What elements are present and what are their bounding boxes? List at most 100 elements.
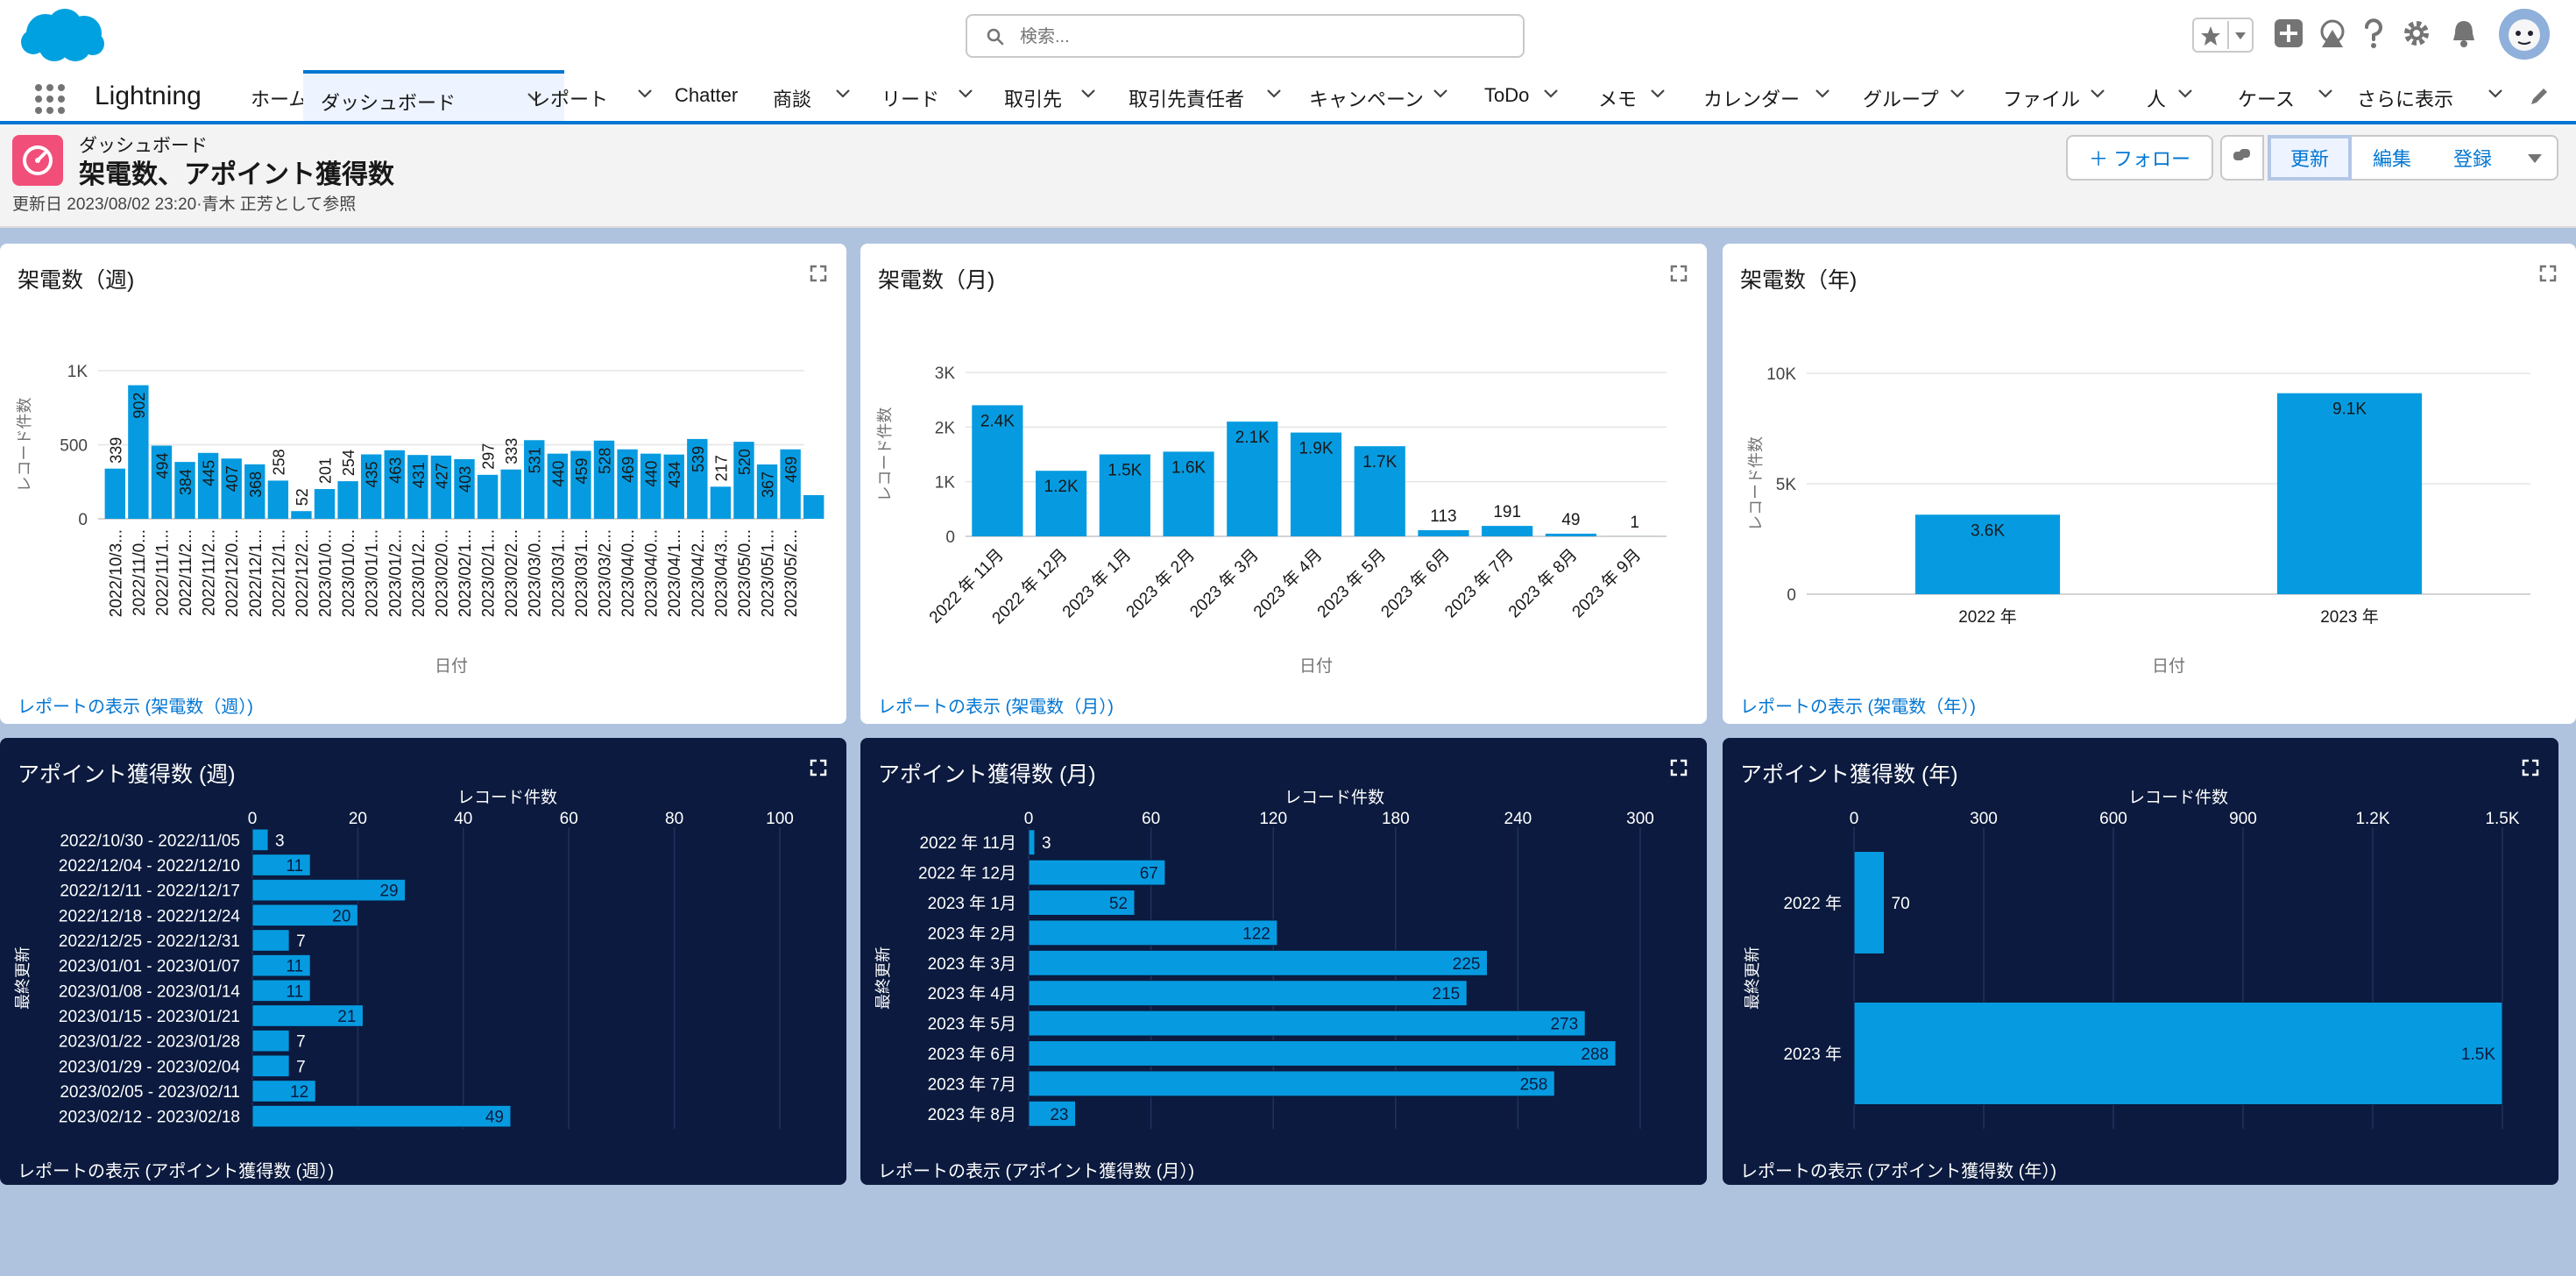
nav-tab[interactable]: さらに表示 — [2357, 70, 2516, 121]
data-label: 70 — [1892, 895, 1910, 913]
chevron-down-icon[interactable] — [957, 88, 974, 100]
trailhead-icon[interactable] — [2315, 18, 2350, 49]
chevron-down-icon[interactable] — [2234, 32, 2247, 40]
nav-tab[interactable]: ケース — [2238, 70, 2346, 121]
chevron-down-icon[interactable] — [1814, 88, 1831, 100]
nav-tab[interactable]: 商談 — [773, 70, 864, 121]
nav-tab-label: ダッシュボード — [321, 92, 456, 114]
data-label: 9.1K — [2332, 401, 2367, 419]
nav-tab[interactable]: ファイル — [2003, 70, 2119, 121]
nav-tab[interactable]: ダッシュボード — [303, 70, 564, 121]
data-label: 2.4K — [980, 412, 1015, 430]
x-tick-label: 0 — [1850, 810, 1859, 828]
setup-gear-icon[interactable] — [2401, 18, 2432, 49]
expand-icon[interactable] — [1670, 759, 1688, 776]
y-axis-title: 最終更新 — [1744, 946, 1761, 1010]
favorites-button-group[interactable] — [2192, 18, 2254, 53]
data-label: 3.6K — [1971, 521, 2005, 540]
chevron-down-icon[interactable] — [834, 88, 852, 100]
more-actions-button[interactable] — [2513, 135, 2558, 181]
nav-tab[interactable]: 人 — [2147, 70, 2206, 121]
favorites-star-icon[interactable] — [2199, 25, 2222, 47]
nav-tab[interactable]: Chatter — [675, 70, 783, 121]
data-label: 333 — [503, 438, 520, 464]
chevron-down-icon[interactable] — [1079, 88, 1097, 100]
bar — [360, 454, 382, 519]
global-add-icon[interactable] — [2273, 18, 2304, 49]
x-tick-label: 2023/03/2... — [596, 529, 614, 617]
x-tick-label: 2022/10/3... — [107, 529, 125, 617]
nav-tab[interactable]: レポート — [531, 70, 666, 121]
x-tick-label: 2022/12/1... — [247, 529, 265, 617]
nav-tab[interactable]: 取引先 — [1004, 70, 1109, 121]
chevron-down-icon[interactable] — [526, 91, 543, 103]
view-report-link[interactable]: レポートの表示 (アポイント獲得数 (月）) — [878, 1162, 1195, 1181]
edit-button[interactable]: 編集 — [2352, 135, 2434, 181]
salesforce-logo[interactable] — [19, 5, 105, 65]
chevron-down-icon[interactable] — [2089, 88, 2106, 100]
chevron-down-icon[interactable] — [2176, 88, 2194, 100]
collaborate-button[interactable] — [2220, 135, 2264, 181]
bar — [1028, 890, 1136, 916]
bar — [1028, 1040, 1617, 1067]
x-tick-label: 2023/02/0... — [433, 529, 451, 617]
expand-icon[interactable] — [810, 265, 827, 282]
app-navigation: Lightning ホーム ダッシュボード レポート Chatter 商談 リード 取引先 取… — [0, 70, 2576, 124]
chevron-down-icon[interactable] — [2487, 88, 2504, 100]
chevron-down-icon[interactable] — [1265, 88, 1283, 100]
expand-icon[interactable] — [2539, 265, 2557, 282]
bar — [128, 385, 149, 519]
x-axis-title: レコード件数 — [1284, 788, 1384, 807]
nav-tab[interactable]: グループ — [1863, 70, 1978, 121]
x-tick-label: 2023/02/1... — [456, 529, 475, 617]
x-tick-label: 2023/01/2... — [410, 529, 428, 617]
edit-nav-pencil-icon[interactable] — [2529, 86, 2550, 107]
expand-icon[interactable] — [2522, 759, 2539, 776]
nav-tab[interactable]: ToDo — [1484, 70, 1572, 121]
chevron-down-icon[interactable] — [1542, 88, 1560, 100]
bar — [221, 458, 242, 519]
chevron-down-icon[interactable] — [1432, 88, 1449, 100]
search-input[interactable] — [1018, 23, 1512, 51]
view-report-link[interactable]: レポートの表示 (架電数（年）) — [1740, 698, 1976, 717]
follow-button[interactable]: ＋ フォロー — [2066, 135, 2213, 181]
subscribe-button[interactable]: 登録 — [2432, 135, 2515, 181]
y-tick-label: 0 — [945, 528, 955, 547]
nav-tab-label: ファイル — [2003, 89, 2081, 110]
data-label: 113 — [1430, 507, 1456, 526]
x-tick-label: 2023/01/1... — [364, 529, 382, 617]
chevron-down-icon[interactable] — [2317, 88, 2334, 100]
nav-tab-label: カレンダー — [1703, 89, 1801, 110]
notification-bell-icon[interactable] — [2448, 18, 2480, 49]
data-label: 7 — [296, 1033, 306, 1052]
nav-tab[interactable]: リード — [881, 70, 987, 121]
view-report-link[interactable]: レポートの表示 (架電数（月）) — [878, 698, 1114, 717]
nav-tab[interactable]: メモ — [1598, 70, 1679, 121]
expand-icon[interactable] — [1670, 265, 1688, 282]
expand-icon[interactable] — [810, 759, 827, 776]
global-search[interactable] — [966, 14, 1525, 58]
view-report-link[interactable]: レポートの表示 (架電数（週）) — [18, 698, 253, 717]
nav-tab[interactable]: 取引先責任者 — [1129, 70, 1295, 121]
nav-tab[interactable]: カレンダー — [1703, 70, 1844, 121]
help-icon[interactable] — [2360, 18, 2387, 49]
view-report-link[interactable]: レポートの表示 (アポイント獲得数 (年）) — [1740, 1162, 2057, 1181]
data-label: 2.1K — [1235, 429, 1270, 447]
chevron-down-icon[interactable] — [1649, 88, 1667, 100]
chevron-down-icon[interactable] — [636, 88, 654, 100]
view-report-link[interactable]: レポートの表示 (アポイント獲得数 (週）) — [18, 1162, 335, 1181]
data-label: 3 — [1042, 834, 1051, 853]
nav-tab-label: キャンペーン — [1309, 89, 1424, 110]
refresh-button[interactable]: 更新 — [2268, 135, 2352, 181]
nav-tab[interactable]: ホーム — [251, 70, 359, 121]
y-tick-label: 2023 年 — [1783, 1045, 1842, 1064]
app-launcher-icon[interactable] — [35, 84, 65, 114]
astro-avatar-icon — [2499, 9, 2550, 60]
x-tick-label: 2022/11/2... — [177, 529, 195, 616]
nav-tab[interactable]: キャンペーン — [1309, 70, 1461, 121]
nav-tab-label: 取引先 — [1004, 89, 1063, 110]
bar — [663, 454, 684, 519]
user-avatar[interactable] — [2499, 9, 2550, 60]
chevron-down-icon[interactable] — [1949, 88, 1966, 100]
